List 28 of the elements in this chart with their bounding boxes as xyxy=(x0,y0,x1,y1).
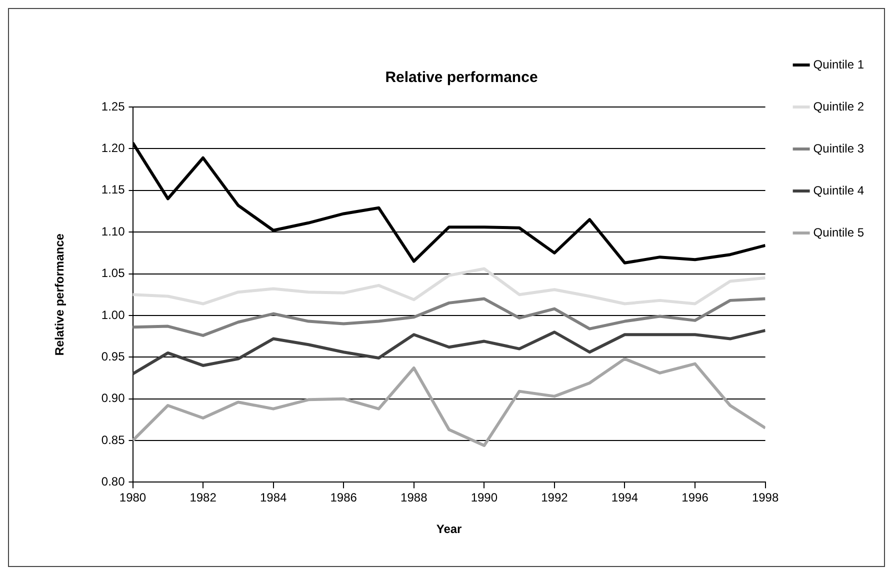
legend-label: Quintile 4 xyxy=(813,183,864,198)
x-tick-label: 1988 xyxy=(400,490,428,505)
y-tick-label: 1.20 xyxy=(101,141,126,155)
y-tick-label: 1.15 xyxy=(101,182,126,197)
legend-label: Quintile 1 xyxy=(813,57,864,72)
y-tick-label: 0.80 xyxy=(101,474,126,489)
y-tick-label: 1.10 xyxy=(101,224,126,238)
y-tick-label: 0.95 xyxy=(101,349,126,364)
x-tick-label: 1982 xyxy=(190,490,217,505)
x-tick-label: 1992 xyxy=(541,490,568,505)
y-tick-label: 0.85 xyxy=(101,432,126,447)
x-tick-label: 1994 xyxy=(611,490,638,505)
y-tick-label: 1.05 xyxy=(101,266,126,280)
chart-title: Relative performance xyxy=(385,69,538,86)
x-tick-label: 1980 xyxy=(119,490,146,505)
x-tick-label: 1998 xyxy=(752,490,779,505)
y-axis-title: Relative performance xyxy=(52,233,67,356)
y-tick-label: 1.25 xyxy=(101,99,126,114)
x-tick-label: 1984 xyxy=(260,490,287,505)
x-tick-label: 1996 xyxy=(682,490,709,505)
y-tick-label: 0.90 xyxy=(101,391,126,406)
x-axis-title: Year xyxy=(436,522,462,536)
legend-label: Quintile 5 xyxy=(813,225,864,240)
x-tick-label: 1986 xyxy=(330,490,358,505)
y-tick-label: 1.00 xyxy=(101,308,126,322)
legend-label: Quintile 3 xyxy=(813,141,864,156)
x-tick-label: 1990 xyxy=(470,490,498,505)
legend-label: Quintile 2 xyxy=(813,99,864,114)
